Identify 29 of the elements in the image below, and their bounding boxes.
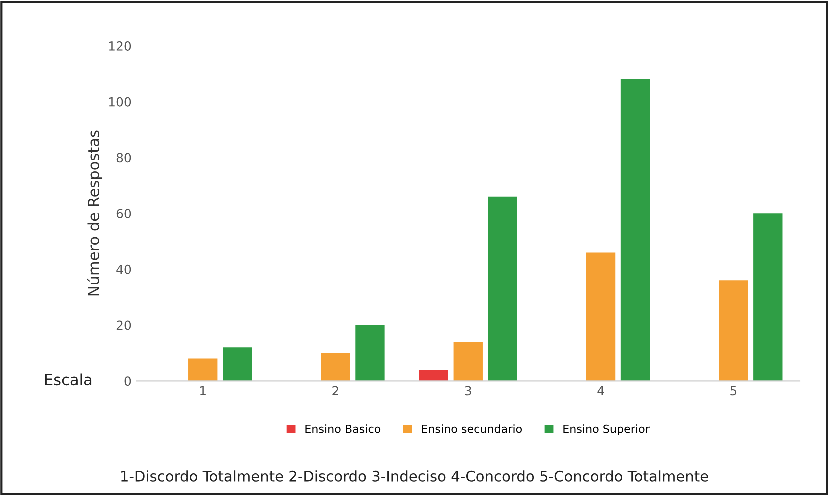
text: 1-Discordo Totalmente 2-Discordo 3-Indeciso 4-Concordo 5-Concordo Totalmente — [122, 470, 708, 482]
bar — [419, 370, 448, 382]
x-tick-label: 5 — [730, 386, 737, 396]
bar — [356, 325, 385, 382]
y-tick-label: 0 — [124, 376, 132, 386]
bar — [454, 342, 483, 382]
x-tick-label: 4 — [598, 386, 604, 396]
bar — [620, 80, 650, 382]
y-tick-label: 120 — [109, 42, 132, 51]
y-tick-label: 40 — [116, 264, 132, 274]
y-tick-label: 80 — [116, 153, 132, 163]
bar — [754, 214, 783, 382]
bar — [586, 252, 616, 382]
legend-label: Ensino Superior — [564, 424, 650, 436]
y-tick-label: 20 — [116, 320, 132, 330]
y-tick-label: 100 — [109, 97, 132, 107]
y-axis-title: Número de Respostas — [87, 130, 103, 296]
legend-label: Ensino Basico — [306, 424, 381, 434]
bar — [488, 196, 518, 382]
legend-label: Ensino secundario — [422, 424, 522, 434]
y-tick-label: 60 — [116, 209, 132, 219]
bar — [719, 280, 748, 382]
text: Escala — [45, 374, 92, 386]
bar — [321, 353, 350, 382]
x-tick-label: 3 — [465, 386, 472, 396]
x-tick-label: 1 — [200, 386, 206, 396]
bar — [188, 358, 218, 382]
x-tick-label: 2 — [332, 386, 338, 396]
bar — [223, 348, 252, 382]
